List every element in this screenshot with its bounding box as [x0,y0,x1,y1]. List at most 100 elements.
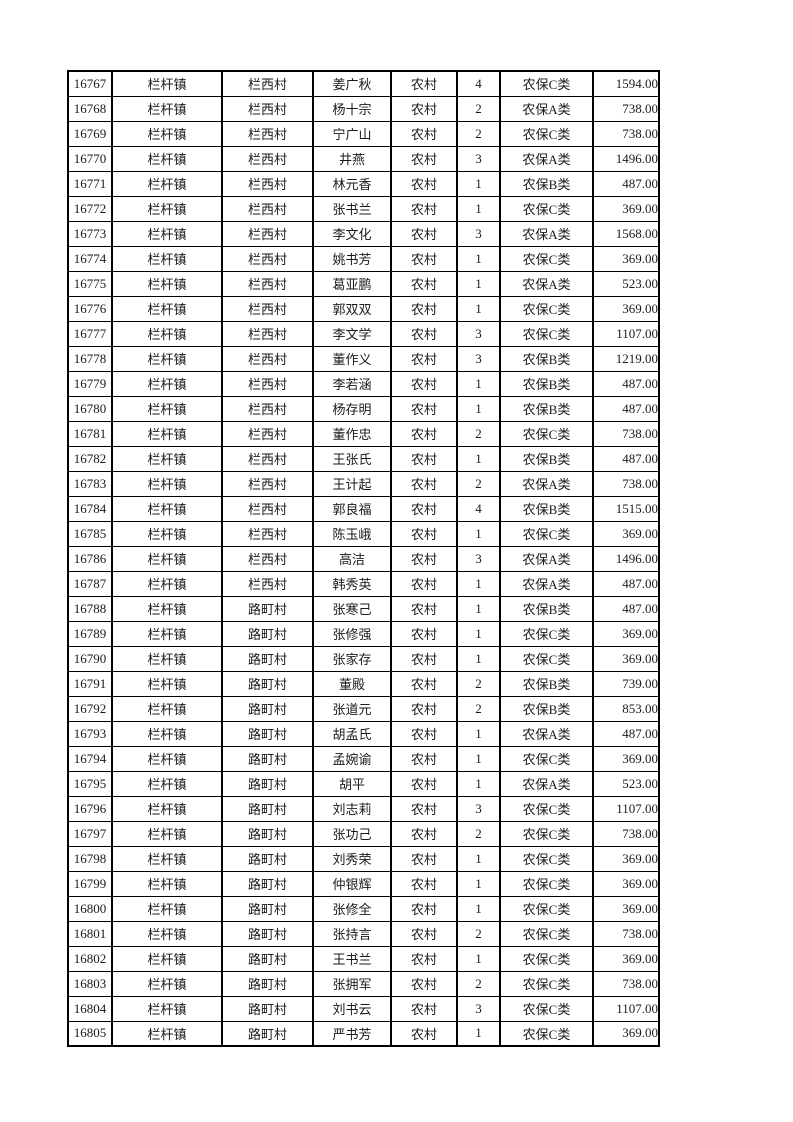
village-cell: 栏西村 [221,295,314,322]
household-type-cell: 农村 [390,595,458,622]
person-count-cell: 3 [456,995,501,1022]
person-name-cell: 仲银辉 [312,870,392,897]
town-cell: 栏杆镇 [111,720,223,747]
town-cell: 栏杆镇 [111,145,223,172]
insurance-category-cell: 农保C类 [499,795,594,822]
household-type-cell: 农村 [390,570,458,597]
table-row: 16800 栏杆镇 路町村 张修全 农村 1 农保C类 369.00 [67,895,660,922]
person-count-cell: 1 [456,520,501,547]
household-type-cell: 农村 [390,295,458,322]
town-cell: 栏杆镇 [111,395,223,422]
table-row: 16793 栏杆镇 路町村 胡孟氏 农村 1 农保A类 487.00 [67,720,660,747]
amount-cell: 1496.00 [592,545,660,572]
person-count-cell: 4 [456,70,501,97]
person-name-cell: 孟婉谕 [312,745,392,772]
amount-cell: 1496.00 [592,145,660,172]
amount-cell: 1219.00 [592,345,660,372]
insurance-category-cell: 农保A类 [499,270,594,297]
household-type-cell: 农村 [390,520,458,547]
person-count-cell: 1 [456,720,501,747]
record-id-cell: 16804 [67,995,113,1022]
table-row: 16787 栏杆镇 栏西村 韩秀英 农村 1 农保A类 487.00 [67,570,660,597]
person-name-cell: 张修强 [312,620,392,647]
person-name-cell: 宁广山 [312,120,392,147]
table-row: 16792 栏杆镇 路町村 张道元 农村 2 农保B类 853.00 [67,695,660,722]
amount-cell: 523.00 [592,270,660,297]
record-id-cell: 16773 [67,220,113,247]
household-type-cell: 农村 [390,645,458,672]
record-id-cell: 16799 [67,870,113,897]
person-name-cell: 葛亚鹏 [312,270,392,297]
table-row: 16779 栏杆镇 栏西村 李若涵 农村 1 农保B类 487.00 [67,370,660,397]
village-cell: 栏西村 [221,95,314,122]
village-cell: 栏西村 [221,320,314,347]
person-count-cell: 2 [456,670,501,697]
village-cell: 路町村 [221,670,314,697]
person-name-cell: 张修全 [312,895,392,922]
person-name-cell: 陈玉峨 [312,520,392,547]
town-cell: 栏杆镇 [111,620,223,647]
amount-cell: 487.00 [592,395,660,422]
person-count-cell: 1 [456,270,501,297]
person-name-cell: 高洁 [312,545,392,572]
amount-cell: 369.00 [592,295,660,322]
insurance-category-cell: 农保C类 [499,820,594,847]
person-count-cell: 1 [456,845,501,872]
record-id-cell: 16777 [67,320,113,347]
person-name-cell: 董殿 [312,670,392,697]
town-cell: 栏杆镇 [111,270,223,297]
amount-cell: 369.00 [592,845,660,872]
record-id-cell: 16798 [67,845,113,872]
household-type-cell: 农村 [390,545,458,572]
household-type-cell: 农村 [390,695,458,722]
household-type-cell: 农村 [390,120,458,147]
record-id-cell: 16782 [67,445,113,472]
household-type-cell: 农村 [390,470,458,497]
town-cell: 栏杆镇 [111,920,223,947]
table-row: 16772 栏杆镇 栏西村 张书兰 农村 1 农保C类 369.00 [67,195,660,222]
town-cell: 栏杆镇 [111,495,223,522]
table-row: 16796 栏杆镇 路町村 刘志莉 农村 3 农保C类 1107.00 [67,795,660,822]
town-cell: 栏杆镇 [111,545,223,572]
amount-cell: 738.00 [592,920,660,947]
insurance-category-cell: 农保B类 [499,595,594,622]
household-type-cell: 农村 [390,770,458,797]
household-type-cell: 农村 [390,870,458,897]
amount-cell: 739.00 [592,670,660,697]
household-type-cell: 农村 [390,170,458,197]
record-id-cell: 16800 [67,895,113,922]
table-row: 16799 栏杆镇 路町村 仲银辉 农村 1 农保C类 369.00 [67,870,660,897]
village-cell: 路町村 [221,620,314,647]
insurance-category-cell: 农保C类 [499,195,594,222]
insurance-category-cell: 农保A类 [499,220,594,247]
amount-cell: 369.00 [592,1020,660,1047]
town-cell: 栏杆镇 [111,520,223,547]
record-id-cell: 16793 [67,720,113,747]
household-type-cell: 农村 [390,945,458,972]
insurance-category-cell: 农保A类 [499,470,594,497]
person-count-cell: 3 [456,220,501,247]
town-cell: 栏杆镇 [111,895,223,922]
village-cell: 栏西村 [221,495,314,522]
household-type-cell: 农村 [390,920,458,947]
insurance-category-cell: 农保B类 [499,670,594,697]
person-count-cell: 2 [456,95,501,122]
table-row: 16795 栏杆镇 路町村 胡平 农村 1 农保A类 523.00 [67,770,660,797]
insurance-category-cell: 农保C类 [499,645,594,672]
insurance-category-cell: 农保C类 [499,745,594,772]
town-cell: 栏杆镇 [111,95,223,122]
insurance-category-cell: 农保C类 [499,70,594,97]
person-count-cell: 1 [456,945,501,972]
table-row: 16782 栏杆镇 栏西村 王张氏 农村 1 农保B类 487.00 [67,445,660,472]
person-name-cell: 胡孟氏 [312,720,392,747]
town-cell: 栏杆镇 [111,795,223,822]
amount-cell: 369.00 [592,195,660,222]
amount-cell: 738.00 [592,470,660,497]
record-id-cell: 16801 [67,920,113,947]
insurance-category-cell: 农保B类 [499,170,594,197]
person-count-cell: 2 [456,120,501,147]
record-id-cell: 16771 [67,170,113,197]
town-cell: 栏杆镇 [111,295,223,322]
insurance-category-cell: 农保C类 [499,295,594,322]
amount-cell: 1515.00 [592,495,660,522]
